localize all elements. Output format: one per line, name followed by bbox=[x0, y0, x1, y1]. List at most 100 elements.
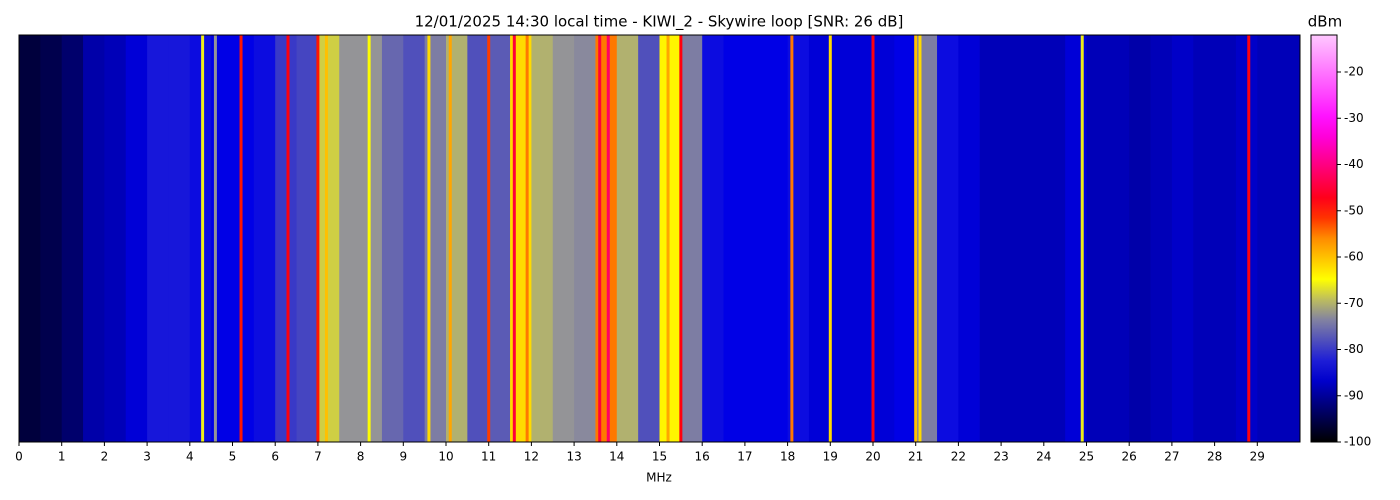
x-tick-label: 14 bbox=[609, 450, 624, 464]
spectrum-column bbox=[616, 35, 639, 442]
carrier-line bbox=[871, 35, 875, 442]
x-tick-label: 8 bbox=[357, 450, 365, 464]
spectrum-column bbox=[275, 35, 298, 442]
spectrum-column bbox=[104, 35, 127, 442]
x-tick-label: 10 bbox=[438, 450, 453, 464]
colorbar-tick-label: -90 bbox=[1344, 388, 1364, 402]
colorbar-tick-label: -20 bbox=[1344, 65, 1364, 79]
spectrum-column bbox=[40, 35, 63, 442]
x-tick-label: 25 bbox=[1079, 450, 1094, 464]
spectrum-column bbox=[488, 35, 511, 442]
colorbar-tick-label: -60 bbox=[1344, 250, 1364, 264]
spectrum-column bbox=[1257, 35, 1280, 442]
spectrum-column bbox=[680, 35, 703, 442]
spectrum-column bbox=[744, 35, 767, 442]
spectrum-column bbox=[1086, 35, 1109, 442]
carrier-line bbox=[286, 35, 290, 442]
spectrum-column bbox=[381, 35, 404, 442]
carrier-line bbox=[598, 35, 602, 442]
carrier-line bbox=[448, 35, 452, 442]
colorbar bbox=[1310, 34, 1338, 443]
colorbar-label: dBm bbox=[1308, 13, 1342, 31]
carrier-line bbox=[679, 35, 683, 442]
spectrum-column bbox=[574, 35, 596, 442]
x-tick-label: 26 bbox=[1122, 450, 1137, 464]
colorbar-tick-label: -30 bbox=[1344, 111, 1364, 125]
x-tick-label: 7 bbox=[314, 450, 322, 464]
colorbar-tick-label: -50 bbox=[1344, 203, 1364, 217]
x-tick-label: 29 bbox=[1250, 450, 1265, 464]
x-tick-label: 28 bbox=[1207, 450, 1222, 464]
spectrum-column bbox=[1150, 35, 1173, 442]
carrier-line bbox=[324, 35, 328, 442]
carrier-line bbox=[512, 35, 516, 442]
colorbar-tick-label: -80 bbox=[1344, 342, 1364, 356]
spectrum-column bbox=[232, 35, 255, 442]
spectrum-column bbox=[766, 35, 789, 442]
x-tick-label: 16 bbox=[695, 450, 710, 464]
x-tick-label: 5 bbox=[229, 450, 237, 464]
spectrum-column bbox=[1278, 35, 1301, 442]
spectrum-column bbox=[552, 35, 575, 442]
carrier-line bbox=[790, 35, 794, 442]
spectrum-column bbox=[1171, 35, 1194, 442]
spectrum-column bbox=[531, 35, 554, 442]
carrier-line bbox=[918, 35, 922, 442]
carrier-line bbox=[828, 35, 832, 442]
spectrum-column bbox=[1043, 35, 1066, 442]
colorbar-tick-label: -40 bbox=[1344, 157, 1364, 171]
x-tick-label: 22 bbox=[951, 450, 966, 464]
carrier-line bbox=[1247, 35, 1251, 442]
carrier-line bbox=[914, 35, 918, 442]
colorbar-tick-label: -70 bbox=[1344, 296, 1364, 310]
carrier-line bbox=[487, 35, 491, 442]
x-tick-label: 2 bbox=[101, 450, 109, 464]
spectrum-column bbox=[659, 35, 682, 442]
spectrum-column bbox=[61, 35, 84, 442]
x-tick-label: 15 bbox=[652, 450, 667, 464]
x-tick-label: 4 bbox=[186, 450, 194, 464]
spectrum-column bbox=[808, 35, 831, 442]
x-tick-label: 27 bbox=[1164, 450, 1179, 464]
carrier-line bbox=[239, 35, 243, 442]
x-tick-label: 9 bbox=[399, 450, 407, 464]
x-tick-label: 21 bbox=[908, 450, 923, 464]
spectrum-column bbox=[1022, 35, 1045, 442]
colorbar-tick-label: -100 bbox=[1344, 435, 1371, 449]
spectrum-column bbox=[1107, 35, 1130, 442]
spectrum-column bbox=[168, 35, 191, 442]
spectrum-column bbox=[339, 35, 362, 442]
carrier-line bbox=[316, 35, 320, 442]
carrier-line bbox=[427, 35, 431, 442]
carrier-line bbox=[201, 35, 205, 442]
carrier-line bbox=[666, 35, 670, 442]
spectrum-column bbox=[702, 35, 725, 442]
x-tick-label: 17 bbox=[737, 450, 752, 464]
plot-area bbox=[19, 35, 1301, 442]
spectrum-column bbox=[958, 35, 981, 442]
spectrum-column bbox=[937, 35, 959, 442]
x-tick-label: 1 bbox=[58, 450, 66, 464]
x-tick-label: 12 bbox=[524, 450, 539, 464]
spectrum-column bbox=[851, 35, 874, 442]
spectrum-column bbox=[830, 35, 853, 442]
x-tick-label: 20 bbox=[865, 450, 880, 464]
spectrum-column bbox=[147, 35, 169, 442]
spectrum-column bbox=[894, 35, 917, 442]
spectrum-column bbox=[125, 35, 148, 442]
carrier-line bbox=[1080, 35, 1084, 442]
spectrum-column bbox=[873, 35, 895, 442]
spectrum-column bbox=[1001, 35, 1023, 442]
spectrum-column bbox=[979, 35, 1002, 442]
spectrum-column bbox=[1193, 35, 1216, 442]
carrier-line bbox=[606, 35, 610, 442]
chart-title: 12/01/2025 14:30 local time - KIWI_2 - S… bbox=[415, 13, 904, 32]
x-tick-label: 6 bbox=[271, 450, 279, 464]
spectrum-column bbox=[317, 35, 340, 442]
x-tick-label: 3 bbox=[143, 450, 151, 464]
carrier-line bbox=[213, 35, 217, 442]
spectrum-column bbox=[403, 35, 426, 442]
x-tick-label: 13 bbox=[566, 450, 581, 464]
x-tick-label: 11 bbox=[481, 450, 496, 464]
